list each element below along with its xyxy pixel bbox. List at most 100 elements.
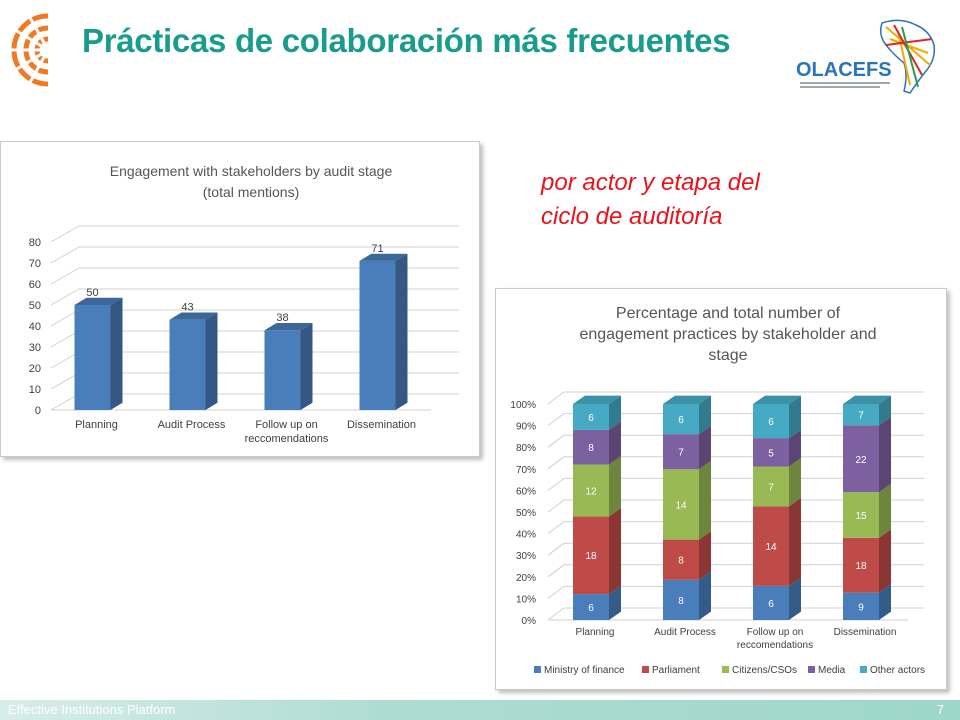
slide-subtitle: por actor y etapa del ciclo de auditoría <box>541 166 841 234</box>
chart1-ytick-label: 10 <box>29 384 41 396</box>
chart2-bar-segment <box>753 506 789 586</box>
chart2-data-label: 9 <box>858 602 864 613</box>
chart1-bar <box>359 260 396 410</box>
chart2-bar-segment <box>663 579 699 620</box>
chart1-bar-top <box>169 312 218 320</box>
chart1-bar-side <box>300 323 313 410</box>
chart1-subtitle: (total mentions) <box>203 184 299 200</box>
chart2-data-label: 6 <box>588 603 594 614</box>
chart1-ytick-label: 80 <box>29 237 41 249</box>
chart1-gridline-side <box>50 351 80 369</box>
chart2-ytick-label: 60% <box>516 486 536 497</box>
chart1-gridline-side <box>50 267 80 285</box>
chart2-legend-label: Citizens/CSOs <box>732 665 797 676</box>
chart2-bar-segment <box>663 539 699 580</box>
chart1-ytick-label: 50 <box>29 300 41 312</box>
chart2-bar-segment-side <box>789 429 801 467</box>
chart2-bar-segment <box>573 404 609 430</box>
chart2-category-label: reccomendations <box>737 640 813 651</box>
chart2-gridline-side <box>547 477 565 491</box>
chart1-category-label: reccomendations <box>245 433 329 445</box>
chart2-data-label: 18 <box>585 551 597 562</box>
chart2-data-label: 22 <box>855 455 867 466</box>
chart2-data-label: 8 <box>588 443 594 454</box>
chart1-ytick-label: 0 <box>35 405 41 417</box>
chart1-gridline-side <box>50 288 80 306</box>
chart2-gridline-side <box>547 434 565 448</box>
olacefs-logo-text: OLACEFS <box>796 59 892 81</box>
chart2-legend-swatch <box>534 666 541 673</box>
chart1-gridline-side <box>50 393 80 411</box>
engagement-chart-panel: Engagement with stakeholders by audit st… <box>0 141 480 457</box>
chart1-gridline-side <box>50 309 80 327</box>
chart2-category-label: Follow up on <box>747 627 804 638</box>
chart1-category-label: Dissemination <box>347 419 416 431</box>
chart2-bar-segment-side <box>609 585 621 620</box>
chart1-data-label: 43 <box>181 302 193 314</box>
chart2-bar-top <box>663 395 711 404</box>
chart2-bar-segment-side <box>699 395 711 435</box>
chart2-bar-segment-side <box>789 577 801 620</box>
chart2-bar-segment <box>843 404 879 426</box>
chart2-bar-segment-side <box>879 483 891 538</box>
chart1-bar-side <box>395 253 408 410</box>
engagement-bar-chart: Engagement with stakeholders by audit st… <box>29 163 459 445</box>
chart2-data-label: 14 <box>765 542 777 553</box>
eip-logo-icon <box>10 13 50 87</box>
stacked-percentage-chart: Percentage and total number of engagement… <box>510 305 925 676</box>
chart1-bar <box>169 319 206 410</box>
footer-bar: Effective Institutions Platform 7 <box>0 700 960 720</box>
chart2-bar-top <box>753 395 801 404</box>
chart2-legend-swatch <box>808 666 815 673</box>
chart1-ytick-label: 60 <box>29 279 41 291</box>
chart2-data-label: 7 <box>768 482 774 493</box>
chart2-data-label: 18 <box>855 561 867 572</box>
chart2-data-label: 6 <box>768 417 774 428</box>
chart2-data-label: 8 <box>678 596 684 607</box>
chart1-data-label: 71 <box>371 243 383 255</box>
chart2-gridline-side <box>547 585 565 599</box>
chart2-bar-segment-side <box>879 395 891 426</box>
chart2-data-label: 7 <box>858 411 864 422</box>
chart1-bar-top <box>74 297 123 305</box>
chart1-category-label: Audit Process <box>158 419 226 431</box>
chart2-title-line: stage <box>708 347 747 364</box>
slide-subtitle-line1: por actor y etapa del <box>541 169 760 196</box>
olacefs-logo: OLACEFS <box>796 19 936 94</box>
chart2-bar-segment-side <box>879 416 891 493</box>
chart2-legend-label: Media <box>818 665 846 676</box>
chart2-data-label: 8 <box>678 556 684 567</box>
page-number: 7 <box>936 702 944 717</box>
chart1-title: Engagement with stakeholders by audit st… <box>110 163 393 179</box>
chart2-bar-segment-side <box>879 529 891 593</box>
chart1-bar-top <box>359 253 408 261</box>
chart2-bar-segment-side <box>609 395 621 430</box>
chart2-bar-segment <box>753 404 789 439</box>
footer-label: Effective Institutions Platform <box>8 702 176 717</box>
chart2-bar-segment <box>753 585 789 620</box>
chart2-category-label: Planning <box>576 627 615 638</box>
chart2-gridline-side <box>547 456 565 470</box>
chart2-category-label: Audit Process <box>654 627 716 638</box>
chart2-bar-segment-side <box>609 421 621 465</box>
chart2-ytick-label: 100% <box>510 400 536 411</box>
chart2-title-line: engagement practices by stakeholder and <box>579 326 876 343</box>
chart2-bar-segment-side <box>789 458 801 507</box>
chart2-data-label: 6 <box>588 413 594 424</box>
chart2-legend-swatch <box>642 666 649 673</box>
chart1-bar <box>264 330 301 410</box>
chart1-gridline-side <box>50 330 80 348</box>
chart2-gridline-side <box>547 564 565 578</box>
chart2-ytick-label: 20% <box>516 573 536 584</box>
chart2-ytick-label: 50% <box>516 508 536 519</box>
chart2-data-label: 5 <box>768 448 774 459</box>
chart2-bar-segment-side <box>789 497 801 586</box>
chart2-bar-segment <box>753 466 789 507</box>
chart2-bar-segment <box>843 592 879 620</box>
chart1-bar-side <box>205 312 218 410</box>
chart2-ytick-label: 40% <box>516 530 536 541</box>
chart2-category-label: Dissemination <box>834 627 897 638</box>
chart1-bar <box>74 305 111 410</box>
chart2-data-label: 6 <box>768 599 774 610</box>
chart1-ytick-label: 20 <box>29 363 41 375</box>
